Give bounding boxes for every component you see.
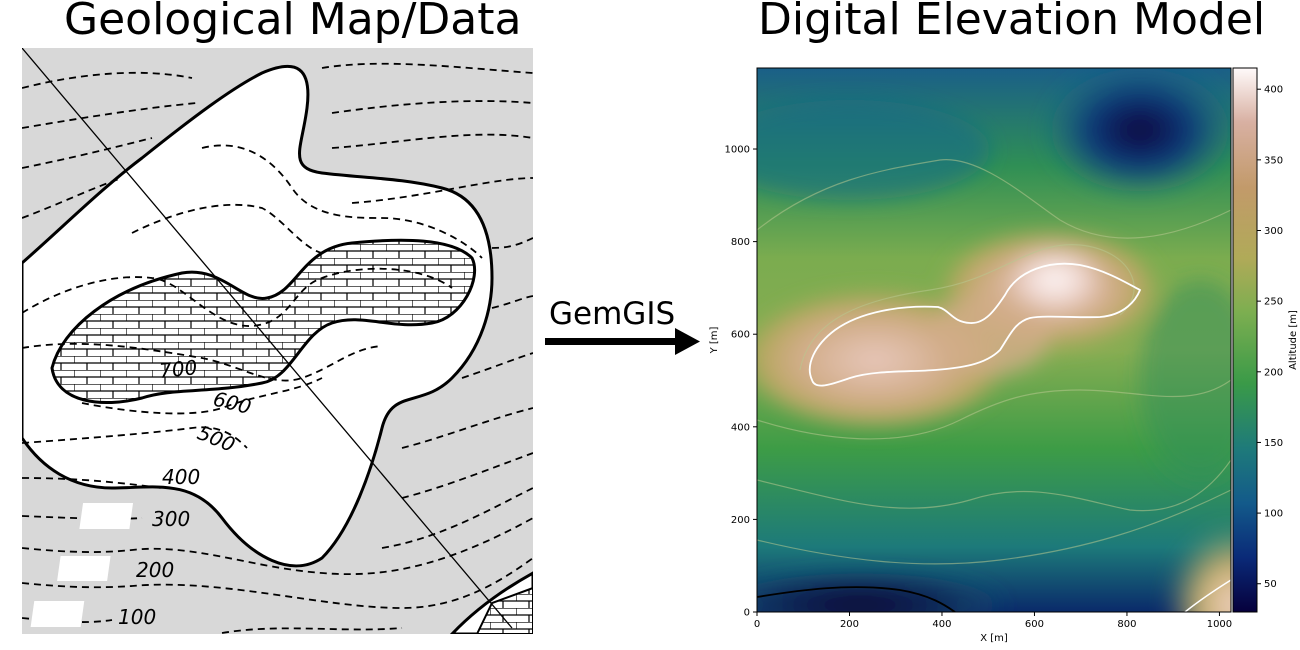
y-tick-label: 200	[731, 515, 750, 526]
contour-line	[381, 487, 533, 549]
y-axis: 0 200 400 600 800 1000	[725, 145, 757, 619]
contour-label-300: 300	[152, 507, 190, 531]
gemgis-arrow: GemGIS	[540, 296, 705, 366]
dem-title: Digital Elevation Model	[758, 0, 1266, 45]
x-axis-label: X [m]	[980, 633, 1008, 644]
elevation-raster	[757, 68, 1231, 612]
contour-line	[201, 144, 483, 259]
contour-label-100: 100	[118, 605, 156, 629]
colorbar-tick-label: 50	[1264, 579, 1277, 590]
contour-line	[491, 237, 533, 249]
colorbar-tick-label: 300	[1264, 226, 1283, 237]
colorbar-tick-label: 150	[1264, 438, 1283, 449]
arrow-label: GemGIS	[549, 296, 676, 332]
contour-line	[401, 452, 533, 499]
contour-label-700: 700	[158, 355, 198, 383]
y-axis-label: Y [m]	[709, 326, 720, 354]
contour-line	[321, 62, 533, 74]
contour-line	[22, 342, 383, 382]
colorbar-tick-label: 250	[1264, 297, 1283, 308]
colorbar-tick-label: 100	[1264, 509, 1283, 520]
contour-line	[331, 100, 533, 114]
x-tick-label: 200	[840, 619, 859, 630]
y-tick-label: 800	[731, 237, 750, 248]
x-tick-label: 0	[754, 619, 760, 630]
colorbar-axis: 50 100 150 200 250 300 350 400	[1257, 85, 1283, 590]
geological-map: 700 600 500 400 300 200 100	[22, 48, 533, 634]
contour-line	[331, 133, 533, 149]
contour-line	[401, 407, 533, 449]
contour-line	[22, 137, 153, 169]
contour-line	[221, 627, 403, 634]
cross-section-line	[22, 48, 513, 629]
contour-label-200: 200	[136, 558, 174, 582]
limestone-unit-small	[475, 586, 533, 634]
colorbar-tick-label: 200	[1264, 367, 1283, 378]
y-tick-label: 1000	[725, 145, 750, 156]
colorbar-tick-label: 350	[1264, 155, 1283, 166]
contour-line	[22, 102, 198, 129]
label-bg	[79, 503, 134, 529]
arrow-icon	[545, 328, 700, 355]
contour-line	[22, 477, 163, 489]
contour-line	[22, 267, 453, 327]
colorbar	[1232, 67, 1258, 613]
x-axis: 0 200 400 600 800 1000	[754, 612, 1232, 630]
colorbar-tick-label: 400	[1264, 85, 1283, 96]
contour-line	[351, 177, 533, 204]
dem-chart: 0 200 400 600 800 1000 0 200 400 600 800 1000 50 10…	[709, 67, 1299, 644]
contour-50	[757, 586, 956, 612]
x-tick-label: 400	[932, 619, 951, 630]
y-tick-label: 0	[744, 608, 750, 619]
y-tick-label: 400	[731, 422, 750, 433]
x-tick-label: 800	[1117, 619, 1136, 630]
x-tick-label: 1000	[1207, 619, 1232, 630]
contour-line	[491, 295, 533, 309]
contour-line	[22, 177, 123, 219]
contour-line	[22, 557, 533, 609]
contour-label-400: 400	[162, 465, 200, 489]
contour-line	[22, 426, 248, 449]
contour-400	[808, 262, 1142, 387]
contour-line	[22, 515, 143, 520]
geological-map-title: Geological Map/Data	[64, 0, 522, 45]
label-bg	[57, 556, 111, 581]
y-tick-label: 600	[731, 330, 750, 341]
contour-line	[22, 71, 193, 89]
contour-line	[22, 517, 533, 576]
colorbar-label: Altitude [m]	[1288, 310, 1299, 370]
x-tick-label: 600	[1025, 619, 1044, 630]
label-bg	[30, 601, 85, 627]
